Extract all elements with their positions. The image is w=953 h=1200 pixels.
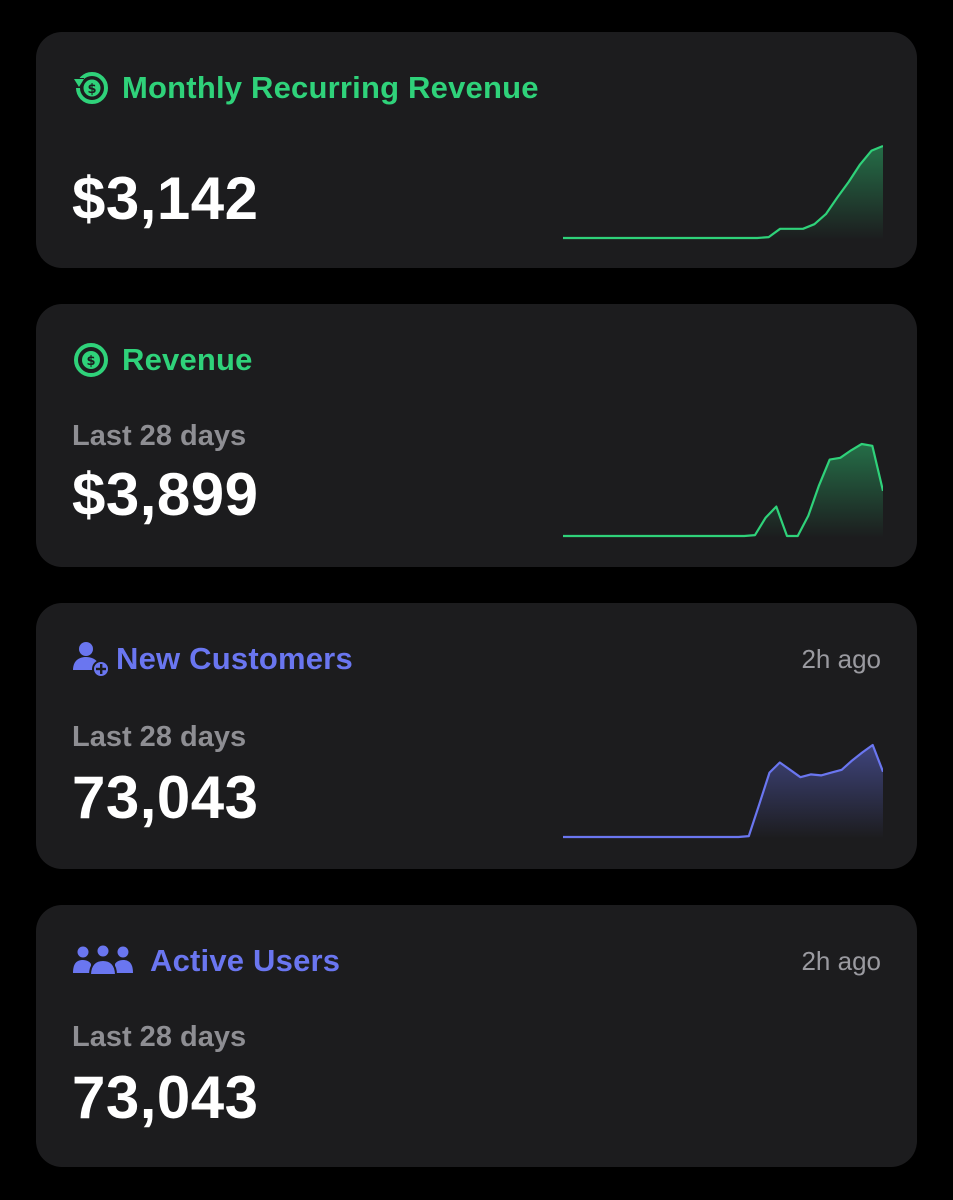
revenue-title: Revenue (122, 342, 253, 377)
new-customers-title: New Customers (116, 641, 353, 676)
revenue-sparkline (563, 442, 883, 538)
recurring-dollar-icon: $ (72, 69, 110, 107)
sparkline-line (563, 144, 883, 240)
active-users-card[interactable]: Active Users 2h ago Last 28 days 73,043 (36, 905, 917, 1167)
dollar-circle-icon: $ (72, 341, 110, 379)
mrr-sparkline (563, 144, 883, 240)
revenue-card[interactable]: $ Revenue Last 28 days $3,899 (36, 304, 917, 567)
active-users-period: Last 28 days (72, 1021, 247, 1053)
sparkline-area (563, 745, 883, 839)
mrr-title: Monthly Recurring Revenue (122, 70, 539, 105)
new-customers-timestamp: 2h ago (801, 643, 881, 674)
revenue-period: Last 28 days (72, 420, 247, 452)
new-customers-sparkline (563, 743, 883, 839)
mrr-value: $3,142 (72, 165, 259, 232)
sparkline-line (563, 743, 883, 839)
revenue-value: $3,899 (72, 461, 259, 528)
svg-text:$: $ (86, 354, 95, 369)
mrr-card[interactable]: $ Monthly Recurring Revenue $3,142 (36, 32, 917, 268)
users-group-icon (72, 944, 134, 978)
svg-text:$: $ (87, 82, 96, 97)
sparkline-area (563, 146, 883, 240)
sparkline-line (563, 442, 883, 538)
active-users-value: 73,043 (72, 1064, 259, 1131)
person-add-icon (72, 640, 112, 678)
active-users-card-header: Active Users 2h ago (72, 941, 881, 981)
revenue-card-header: $ Revenue (72, 340, 881, 380)
active-users-title: Active Users (150, 943, 341, 978)
new-customers-period: Last 28 days (72, 721, 247, 753)
active-users-timestamp: 2h ago (801, 945, 881, 976)
new-customers-card-header: New Customers 2h ago (72, 639, 881, 679)
new-customers-card[interactable]: New Customers 2h ago Last 28 days 73,043 (36, 603, 917, 869)
mrr-card-header: $ Monthly Recurring Revenue (72, 68, 881, 108)
sparkline-area (563, 444, 883, 538)
new-customers-value: 73,043 (72, 764, 259, 831)
